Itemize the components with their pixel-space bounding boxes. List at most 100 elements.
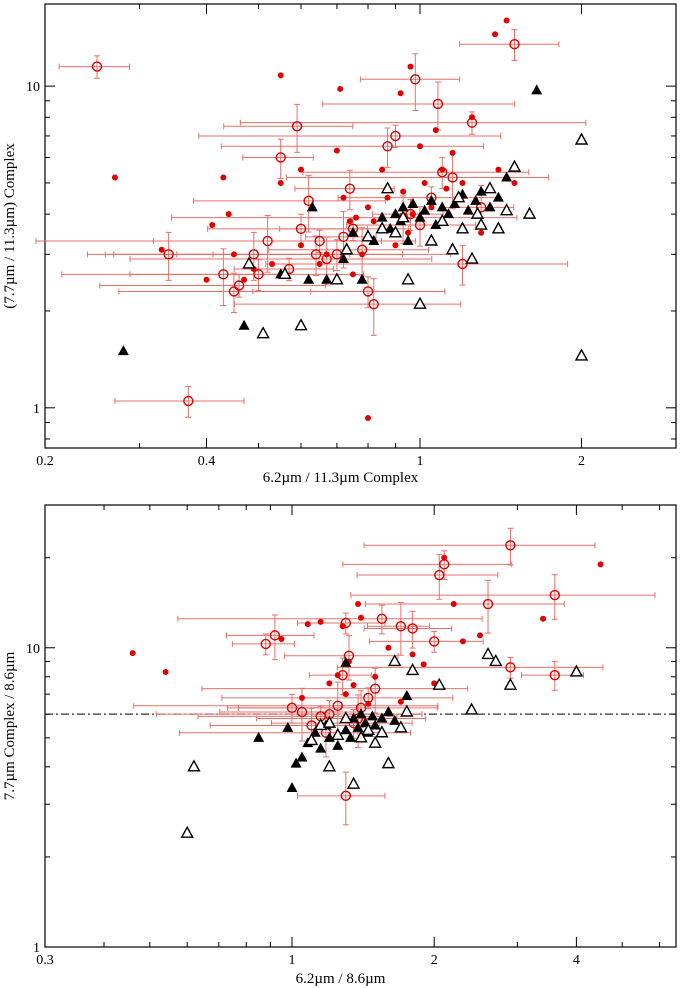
red-open-circle-point — [549, 589, 560, 601]
red-dot-point — [129, 650, 136, 657]
black-filled-triangle-point — [337, 253, 349, 264]
red-open-circle-point — [248, 249, 259, 260]
black-filled-triangle-point — [389, 714, 401, 725]
black-open-triangle-point — [394, 720, 408, 733]
red-open-circle-point — [163, 249, 174, 260]
red-dot-point — [297, 242, 304, 249]
black-open-triangle-point — [294, 318, 308, 331]
black-open-triangle-point — [322, 759, 337, 772]
black-filled-triangle-point — [436, 201, 448, 212]
red-open-circle-point — [321, 253, 332, 265]
red-open-circle-point — [338, 231, 349, 243]
red-open-circle-point — [369, 683, 381, 694]
red-dot-point — [304, 621, 311, 628]
red-open-circle-point — [390, 130, 401, 142]
black-open-triangle-point — [242, 256, 256, 269]
red-open-circle-point — [439, 559, 450, 570]
x-tick-label: 2 — [431, 953, 438, 968]
red-dot-point — [400, 188, 407, 195]
red-open-circle-point — [356, 244, 368, 255]
x-tick-label: 0.3 — [36, 953, 54, 968]
red-dot-point — [350, 682, 357, 689]
red-dot-point — [340, 194, 347, 201]
red-open-circle-point — [228, 286, 240, 297]
red-dot-point — [316, 260, 323, 267]
red-open-circle-point — [306, 720, 317, 731]
axis-ticks — [44, 504, 676, 948]
black-open-triangle-point — [401, 272, 415, 285]
red-dot-point — [405, 229, 412, 236]
series-black-open-triangles — [180, 646, 584, 838]
red-dot-point — [385, 644, 392, 651]
black-filled-triangle-point — [117, 345, 129, 356]
red-dot-point — [495, 166, 502, 173]
red-open-circle-point — [314, 235, 325, 247]
red-dot-point — [353, 214, 360, 221]
red-open-circle-point — [362, 286, 374, 297]
red-dot-point — [379, 166, 386, 173]
red-open-circle-point — [332, 700, 343, 711]
series-black-filled-triangles — [117, 84, 543, 356]
red-dot-point — [220, 174, 227, 181]
red-dot-point — [428, 204, 435, 211]
red-open-circle-point — [233, 280, 245, 291]
black-open-triangle-point — [470, 206, 485, 219]
black-open-triangle-point — [413, 296, 427, 309]
black-open-triangle-point — [499, 203, 514, 216]
red-open-circle-point — [505, 540, 516, 551]
series-black-open-triangles — [242, 132, 589, 361]
black-open-triangle-point — [451, 190, 466, 203]
red-dot-point — [162, 668, 169, 675]
red-open-circle-point — [509, 38, 520, 50]
red-open-circle-point — [286, 702, 298, 714]
top-scatter-panel: 0.2 0.4 1 2 1 10 6.2µm / 11.3µm Complex (7.7µm … — [2, 3, 677, 486]
black-open-triangle-point — [375, 221, 389, 234]
red-dot-point — [209, 222, 216, 229]
red-open-circle-point — [344, 183, 356, 194]
red-open-circle-point — [337, 669, 348, 681]
red-dot-point — [372, 673, 379, 680]
red-open-circle-point — [218, 269, 229, 280]
red-open-circle-point — [262, 235, 273, 247]
red-open-circle-point — [447, 172, 458, 183]
black-open-triangle-point — [381, 756, 396, 769]
y-tick-label: 1 — [33, 941, 40, 956]
black-filled-triangle-point — [430, 219, 442, 230]
x-tick-label: 0.2 — [36, 454, 54, 469]
y-tick-label: 1 — [33, 402, 40, 417]
red-open-circle-point — [382, 141, 393, 152]
red-open-circle-point — [457, 258, 468, 270]
red-dot-point — [278, 635, 285, 642]
x-tick-label: 1 — [288, 953, 295, 968]
black-filled-triangle-point — [382, 706, 394, 717]
black-filled-triangle-point — [419, 204, 431, 215]
black-filled-triangle-point — [296, 751, 308, 762]
black-filled-triangle-point — [449, 198, 461, 209]
red-dot-point — [349, 271, 356, 278]
red-open-circle-point — [466, 117, 478, 128]
black-open-triangle-point — [339, 242, 354, 255]
red-dot-point — [365, 204, 372, 211]
y-axis-label: (7.7µm / 11.3µm) Complex — [2, 143, 18, 309]
black-filled-triangle-point — [356, 273, 368, 284]
red-dot-point — [365, 414, 372, 421]
red-open-circle-point — [343, 650, 355, 662]
red-open-circle-point — [428, 636, 440, 647]
red-dot-point — [277, 72, 284, 79]
black-filled-triangle-point — [376, 211, 388, 222]
black-open-triangle-point — [256, 326, 270, 339]
red-dot-point — [342, 691, 349, 698]
x-tick-label: 0.4 — [198, 454, 216, 469]
black-open-triangle-point — [474, 217, 488, 230]
x-tick-label: 4 — [573, 953, 580, 968]
red-dot-point — [317, 618, 324, 625]
black-open-triangle-point — [435, 213, 449, 226]
red-dot-point — [597, 561, 604, 568]
red-open-circle-point — [269, 630, 281, 641]
red-dot-point — [441, 554, 448, 561]
black-open-triangle-point — [481, 646, 495, 660]
black-filled-triangle-point — [286, 781, 298, 792]
black-filled-triangle-point — [389, 208, 401, 219]
black-filled-triangle-point — [306, 201, 318, 212]
